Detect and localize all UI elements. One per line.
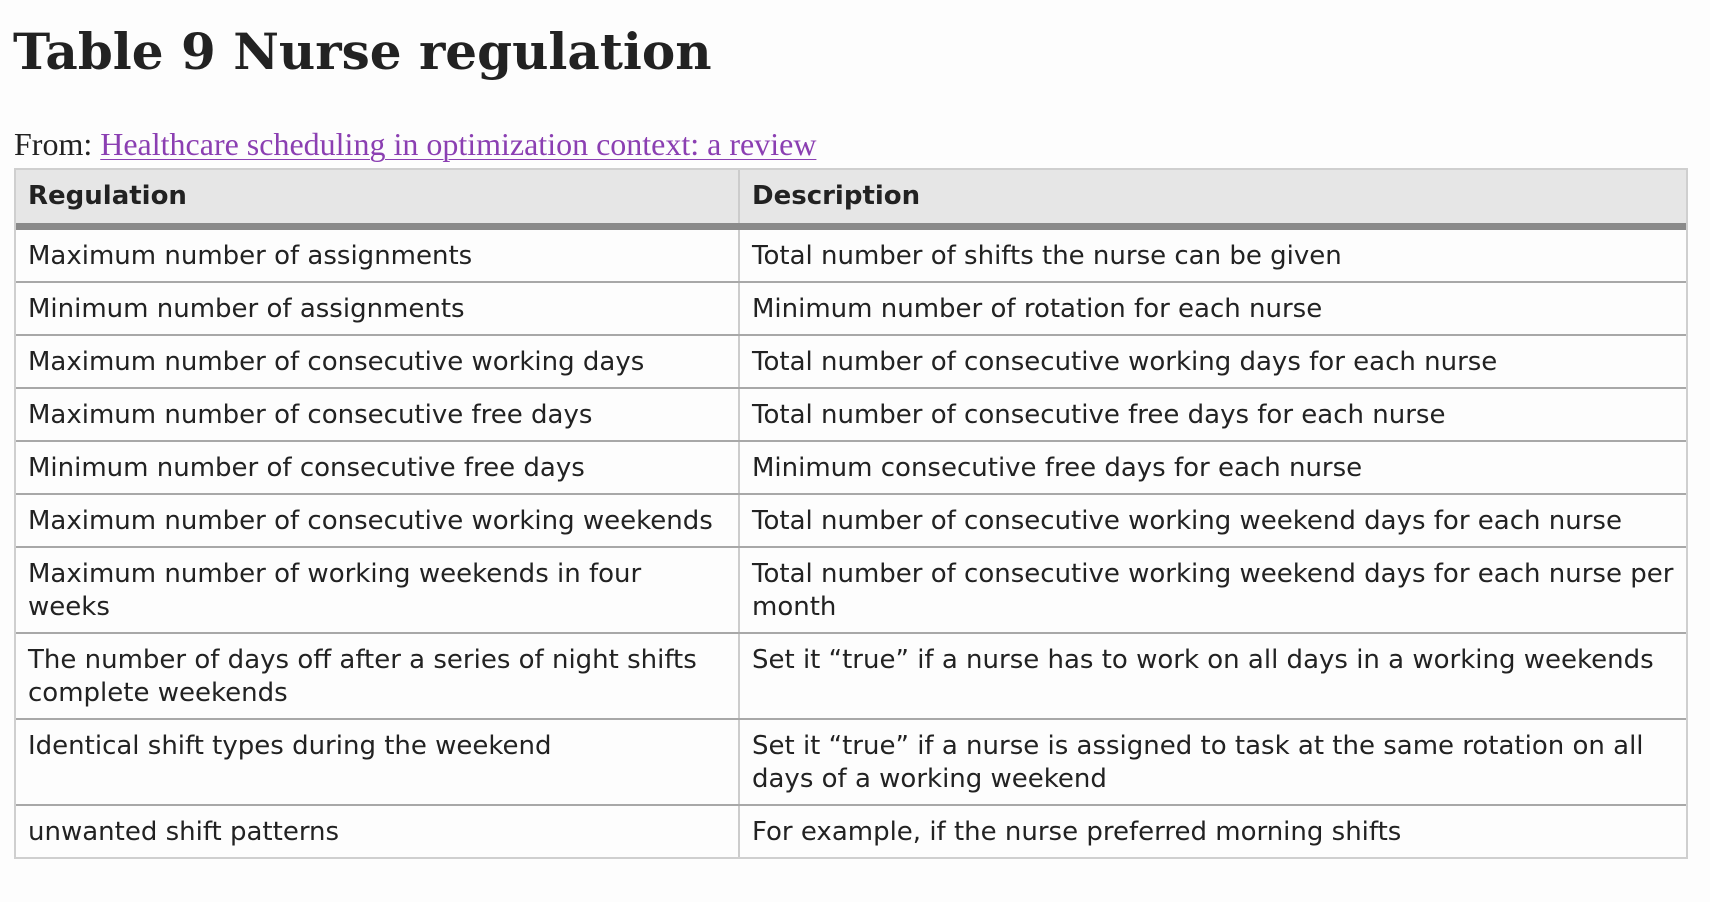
source-line: From: Healthcare scheduling in optimizat… [14,124,816,164]
table-row: Minimum number of assignments Minimum nu… [16,281,1686,336]
description-cell: Total number of consecutive working week… [739,546,1686,634]
table-row: Identical shift types during the weekend… [16,718,1686,806]
table-row: Maximum number of assignments Total numb… [16,226,1686,283]
table-row: Maximum number of consecutive working we… [16,493,1686,548]
regulation-cell: Maximum number of consecutive working da… [16,334,740,389]
description-cell: Set it “true” if a nurse has to work on … [739,632,1686,720]
column-header-regulation: Regulation [16,170,740,230]
description-cell: Set it “true” if a nurse is assigned to … [739,718,1686,806]
description-cell: Total number of consecutive working days… [739,334,1686,389]
regulation-table: Regulation Description Maximum number of… [16,170,1686,857]
regulation-cell: Maximum number of assignments [16,226,740,283]
description-cell: Total number of shifts the nurse can be … [739,226,1686,283]
description-cell: Minimum consecutive free days for each n… [739,440,1686,495]
regulation-cell: Maximum number of working weekends in fo… [16,546,740,634]
regulation-cell: unwanted shift patterns [16,804,740,857]
regulation-cell: The number of days off after a series of… [16,632,740,720]
description-cell: For example, if the nurse preferred morn… [752,816,1402,847]
table-body: Maximum number of assignments Total numb… [16,226,1686,857]
table-row: Maximum number of consecutive working da… [16,334,1686,389]
regulation-cell: Minimum number of consecutive free days [16,440,740,495]
page-title: Table 9 Nurse regulation [13,22,712,81]
source-prefix: From: [14,126,101,162]
regulation-cell: Identical shift types during the weekend [16,718,740,806]
table-row: The number of days off after a series of… [16,632,1686,720]
regulation-cell: Minimum number of assignments [16,281,740,336]
column-header-description: Description [739,170,1686,230]
description-cell: Minimum number of rotation for each nurs… [739,281,1686,336]
regulation-table-container: Regulation Description Maximum number of… [14,168,1688,859]
source-article-link[interactable]: Healthcare scheduling in optimization co… [100,126,817,162]
table-row: Maximum number of working weekends in fo… [16,546,1686,634]
table-header: Regulation Description [16,170,1686,230]
table-row: Maximum number of consecutive free days … [16,387,1686,442]
regulation-cell: Maximum number of consecutive free days [16,387,740,442]
description-cell: Total number of consecutive working week… [739,493,1686,548]
regulation-cell: Maximum number of consecutive working we… [16,493,740,548]
description-cell: Total number of consecutive free days fo… [739,387,1686,442]
table-row: Minimum number of consecutive free days … [16,440,1686,495]
table-row: unwanted shift patterns For example, if … [16,804,1686,857]
table-header-row: Regulation Description [16,170,1686,230]
